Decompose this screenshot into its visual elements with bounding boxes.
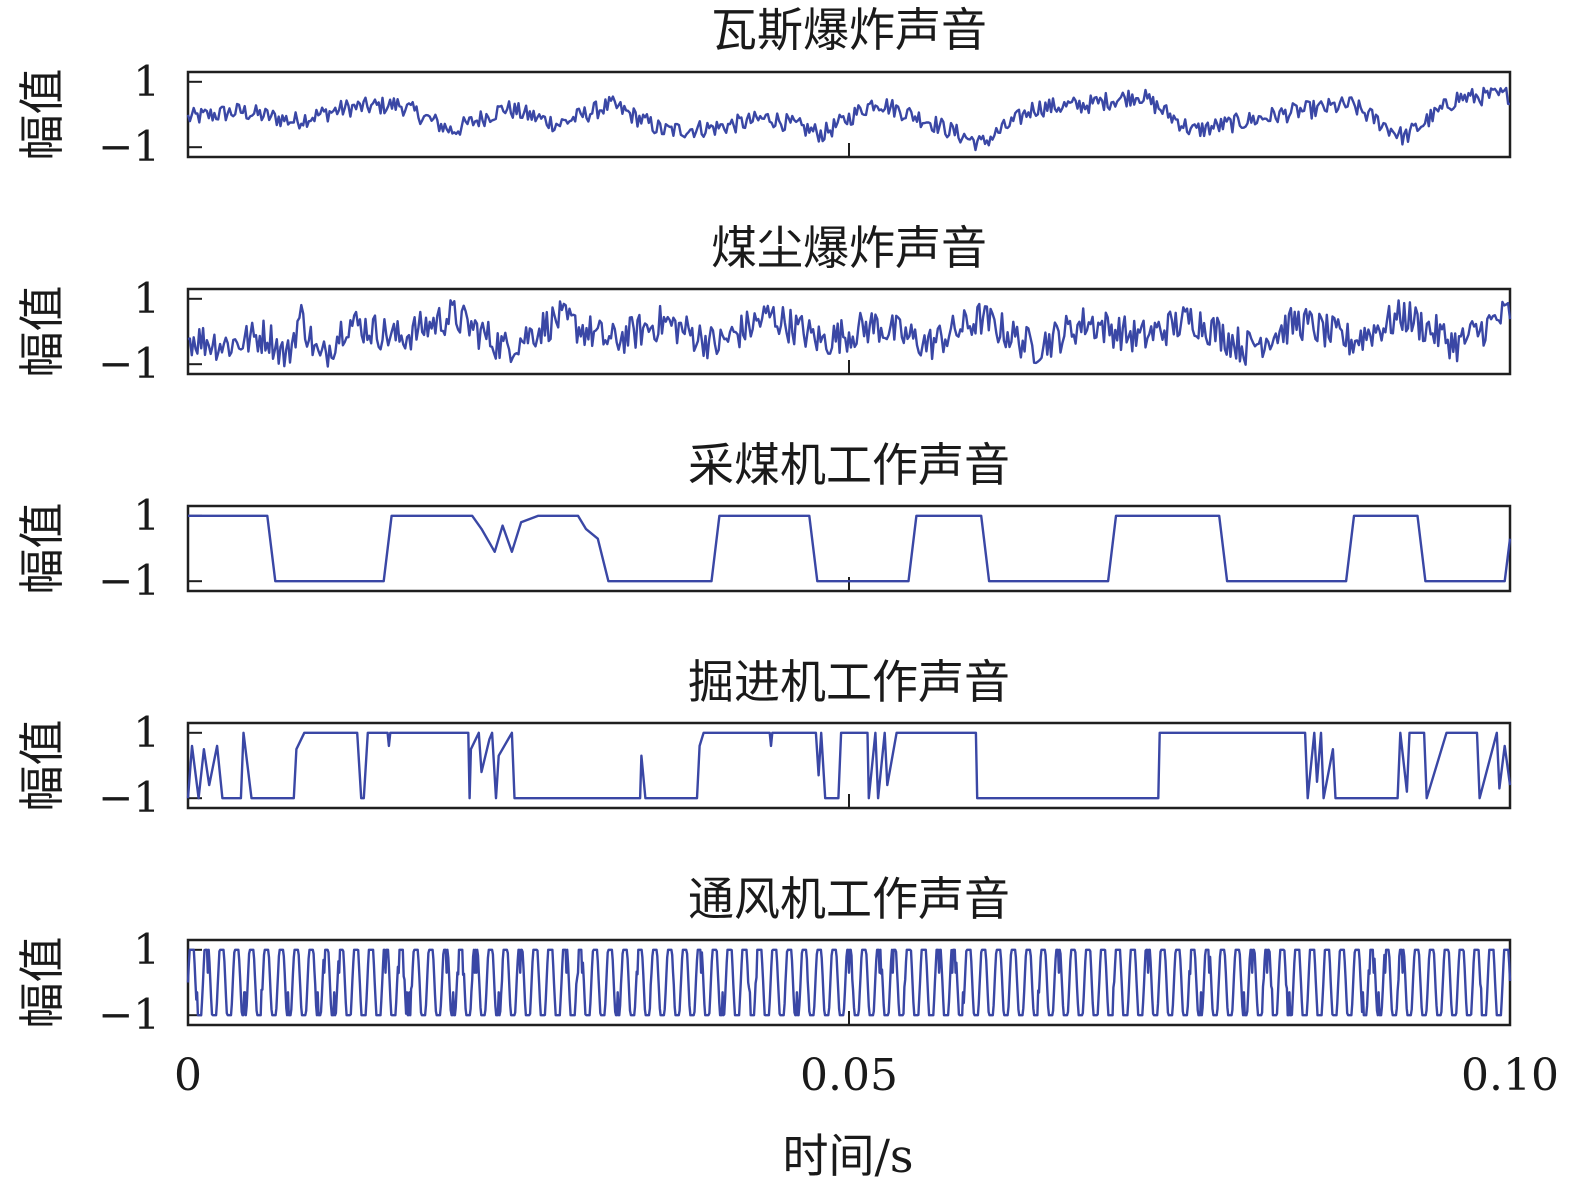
series-line (186, 731, 1512, 800)
y-tick-label: −1 (98, 122, 160, 171)
x-tick-label: 0.10 (1461, 1050, 1559, 1101)
series-line (186, 86, 1511, 152)
y-axis-label: 幅值 (15, 503, 69, 595)
panel-title: 通风机工作声音 (688, 872, 1010, 926)
y-tick-label: 1 (133, 57, 160, 106)
series-line (188, 514, 1512, 583)
x-axis: 时间/s 0 0.05 0.10 (174, 1050, 1559, 1183)
y-tick-label: −1 (98, 556, 160, 605)
series-line (187, 299, 1512, 368)
series-line (186, 948, 1512, 1017)
y-tick-label: −1 (98, 773, 160, 822)
y-tick-label: 1 (133, 925, 160, 974)
y-tick-label: 1 (133, 274, 160, 323)
x-tick-label: 0 (174, 1050, 202, 1101)
y-tick-label: 1 (133, 708, 160, 757)
panel-title: 掘进机工作声音 (688, 655, 1010, 709)
x-tick-label: 0.05 (800, 1050, 898, 1101)
y-tick-label: −1 (98, 990, 160, 1039)
y-tick-label: −1 (98, 339, 160, 388)
panel-title: 瓦斯爆炸声音 (711, 3, 987, 57)
panel-title: 煤尘爆炸声音 (711, 221, 987, 275)
y-axis-label: 幅值 (15, 286, 69, 378)
y-tick-label: 1 (133, 491, 160, 540)
panel-title: 采煤机工作声音 (688, 438, 1010, 492)
y-axis-label: 幅值 (15, 720, 69, 812)
y-axis-label: 幅值 (15, 69, 69, 161)
y-axis-label: 幅值 (15, 937, 69, 1029)
x-axis-label: 时间/s (782, 1129, 913, 1183)
